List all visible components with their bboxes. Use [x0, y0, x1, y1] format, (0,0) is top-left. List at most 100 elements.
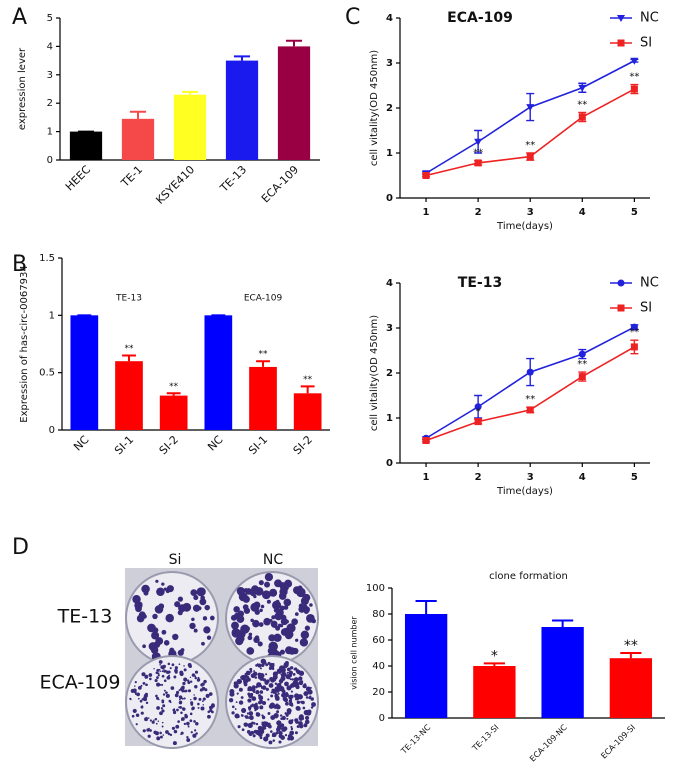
colony: [205, 693, 210, 698]
colony: [156, 587, 165, 596]
colony: [286, 708, 292, 714]
colony: [267, 722, 271, 726]
colony: [268, 634, 276, 642]
colony: [162, 734, 165, 736]
colony: [202, 697, 206, 701]
colony: [159, 731, 162, 735]
point: [578, 84, 587, 92]
colony: [143, 696, 145, 698]
colony: [243, 722, 249, 727]
significance-label: **: [259, 350, 269, 360]
colony: [258, 622, 264, 627]
colony: [190, 589, 198, 597]
colony: [264, 727, 267, 730]
colony: [131, 714, 135, 718]
colony: [249, 670, 253, 673]
colony: [288, 719, 294, 725]
y-tick-label: 1.5: [39, 253, 55, 264]
colony: [178, 689, 181, 692]
error-bar: [129, 110, 147, 119]
colony: [279, 682, 282, 684]
colony: [235, 636, 244, 646]
colony: [270, 715, 276, 721]
colony: [161, 700, 165, 704]
colony: [211, 703, 215, 708]
colony: [236, 692, 239, 695]
colony: [193, 696, 197, 701]
colony: [197, 702, 200, 706]
colony: [152, 613, 158, 620]
y-tick-label: 0: [379, 713, 385, 724]
colony: [279, 714, 283, 717]
y-axis-label: vision cell number: [350, 616, 359, 690]
point: [422, 437, 430, 444]
colony: [155, 579, 159, 583]
colony: [311, 618, 317, 624]
photo-column-label: Si: [169, 552, 182, 568]
y-tick-label: 2: [386, 103, 393, 114]
colony: [238, 687, 243, 692]
colony: [280, 723, 285, 728]
colony: [277, 692, 280, 695]
colony: [189, 622, 196, 630]
colony: [233, 681, 238, 686]
colony: [183, 665, 185, 667]
colony: [259, 690, 264, 694]
colony: [271, 732, 277, 738]
significance-label: **: [629, 72, 639, 83]
colony: [286, 671, 289, 674]
colony: [254, 608, 260, 613]
colony: [303, 691, 309, 697]
error-bar: [285, 39, 303, 47]
colony: [228, 698, 234, 703]
colony: [190, 731, 193, 734]
colony: [172, 633, 179, 641]
error-bar: [415, 600, 437, 614]
colony: [142, 697, 148, 702]
colony: [136, 614, 145, 623]
colony: [149, 677, 152, 681]
colony: [286, 685, 292, 691]
colony: [295, 638, 299, 642]
y-tick-label: 4: [47, 41, 53, 52]
colony: [195, 721, 199, 726]
colony: [156, 682, 161, 687]
colony: [286, 717, 289, 720]
significance-label: *: [476, 406, 481, 417]
y-tick-label: 1: [49, 310, 55, 321]
colony: [283, 598, 292, 607]
x-tick-label: ECA-109-NC: [528, 723, 569, 764]
photo-row-label: ECA-109: [40, 672, 121, 694]
colony: [309, 686, 312, 689]
y-tick-label: 3: [386, 323, 393, 334]
colony: [191, 673, 196, 677]
y-tick-label: 20: [372, 687, 385, 698]
significance-label: **: [577, 100, 587, 111]
colony: [168, 674, 171, 677]
colony: [177, 596, 184, 602]
colony: [186, 721, 190, 726]
colony: [262, 678, 267, 682]
colony: [295, 705, 301, 711]
colony: [161, 670, 164, 673]
colony: [290, 690, 293, 693]
colony: [291, 678, 294, 681]
y-tick-label: 0: [47, 155, 53, 166]
colony: [204, 604, 210, 611]
colony: [248, 708, 251, 711]
colony: [253, 690, 256, 694]
colony: [310, 697, 314, 701]
colony: [300, 596, 309, 606]
colony: [250, 704, 254, 708]
colony: [142, 644, 146, 649]
x-tick-label: SI-2: [291, 433, 315, 457]
x-tick-label: NC: [71, 433, 92, 454]
bar: [173, 94, 207, 160]
colony: [253, 594, 257, 599]
colony: [294, 718, 299, 723]
colony: [258, 580, 264, 586]
colony: [206, 635, 212, 640]
colony: [259, 729, 265, 735]
colony: [261, 685, 267, 690]
x-tick-label: TE-13: [217, 163, 249, 195]
